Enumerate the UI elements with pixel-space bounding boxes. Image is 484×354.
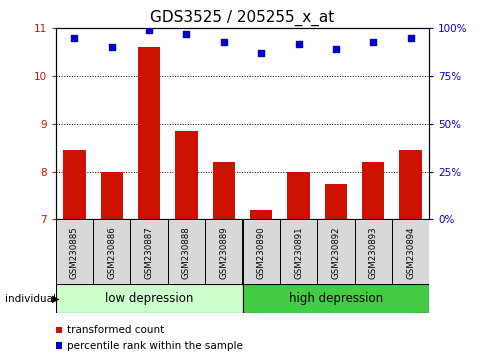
Text: GSM230894: GSM230894 [405,226,414,279]
Bar [56,284,242,313]
Text: GSM230892: GSM230892 [331,226,340,279]
Bar [249,210,272,219]
Point [331,46,339,52]
Bar [242,284,428,313]
Point [219,39,227,45]
Bar [130,219,167,285]
Bar [279,219,317,285]
Title: GDS3525 / 205255_x_at: GDS3525 / 205255_x_at [150,9,334,25]
Text: individual: individual [5,294,56,304]
Text: GSM230887: GSM230887 [144,226,153,279]
Point [145,27,153,33]
Bar [205,219,242,285]
Bar [242,219,279,285]
Bar [93,219,130,285]
Text: GSM230886: GSM230886 [107,226,116,279]
Text: high depression: high depression [288,292,382,305]
Bar [137,47,160,219]
Text: ▶: ▶ [52,294,60,304]
Bar [317,219,354,285]
Bar [287,172,309,219]
Bar [175,131,197,219]
Text: low depression: low depression [105,292,193,305]
Text: GSM230890: GSM230890 [256,226,265,279]
Text: GSM230889: GSM230889 [219,226,228,279]
Point [107,45,115,50]
Bar [63,150,86,219]
Bar [167,219,205,285]
Text: GSM230885: GSM230885 [70,226,79,279]
Bar [324,184,347,219]
Point [71,35,78,41]
Text: GSM230891: GSM230891 [293,226,302,279]
Point [406,35,413,41]
Bar [354,219,391,285]
Point [257,50,265,56]
Bar [56,219,93,285]
Text: transformed count: transformed count [67,325,164,335]
Bar [398,150,421,219]
Point [369,39,377,45]
Bar [212,162,235,219]
Bar [391,219,428,285]
Point [294,41,302,46]
Text: GSM230893: GSM230893 [368,226,377,279]
Bar [361,162,384,219]
Point [182,31,190,37]
Text: percentile rank within the sample: percentile rank within the sample [67,341,242,350]
Text: GSM230888: GSM230888 [182,226,191,279]
Bar [100,172,123,219]
